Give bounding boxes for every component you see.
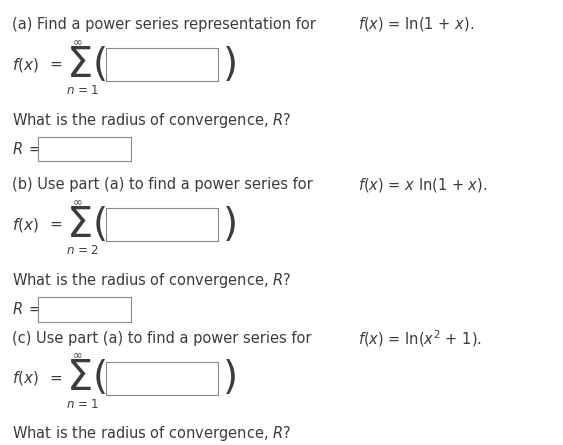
Text: $\mathit{f(x)}$ = $\mathit{x}$ ln(1 + $\mathit{x}$).: $\mathit{f(x)}$ = $\mathit{x}$ ln(1 + $\… (358, 176, 487, 194)
Text: $\mathit{n}$ = 1: $\mathit{n}$ = 1 (66, 397, 100, 411)
Text: $\mathit{f(x)}$: $\mathit{f(x)}$ (12, 369, 39, 387)
Text: $\mathit{n}$ = 2: $\mathit{n}$ = 2 (66, 244, 100, 257)
Text: (a) Find a power series representation for: (a) Find a power series representation f… (12, 17, 325, 32)
Text: $\infty$: $\infty$ (72, 348, 82, 362)
FancyBboxPatch shape (106, 361, 218, 395)
Text: $\mathit{R}$: $\mathit{R}$ (12, 301, 23, 317)
Text: $\mathit{f(x)}$ = ln(1 + $\mathit{x}$).: $\mathit{f(x)}$ = ln(1 + $\mathit{x}$). (358, 16, 473, 33)
Text: =: = (28, 302, 41, 317)
Text: =: = (49, 371, 62, 386)
Text: $\mathit{R}$: $\mathit{R}$ (12, 141, 23, 157)
Text: $\infty$: $\infty$ (72, 195, 82, 208)
Text: (: ( (93, 359, 108, 397)
Text: ): ) (223, 45, 238, 84)
FancyBboxPatch shape (38, 137, 131, 161)
Text: (c) Use part (a) to find a power series for: (c) Use part (a) to find a power series … (12, 331, 321, 346)
Text: $\infty$: $\infty$ (72, 35, 82, 48)
Text: $\mathit{f(x)}$: $\mathit{f(x)}$ (12, 216, 39, 234)
Text: What is the radius of convergence, $\mathit{R}$?: What is the radius of convergence, $\mat… (12, 425, 292, 443)
FancyBboxPatch shape (106, 48, 218, 81)
Text: What is the radius of convergence, $\mathit{R}$?: What is the radius of convergence, $\mat… (12, 111, 292, 129)
Text: $\mathit{f(x)}$: $\mathit{f(x)}$ (12, 56, 39, 73)
Text: =: = (28, 142, 41, 157)
Text: ): ) (223, 206, 238, 244)
Text: $\Sigma$: $\Sigma$ (66, 204, 92, 246)
Text: =: = (49, 217, 62, 232)
Text: (b) Use part (a) to find a power series for: (b) Use part (a) to find a power series … (12, 177, 323, 192)
FancyBboxPatch shape (106, 208, 218, 241)
Text: What is the radius of convergence, $\mathit{R}$?: What is the radius of convergence, $\mat… (12, 271, 292, 290)
Text: (: ( (93, 45, 108, 84)
Text: $\Sigma$: $\Sigma$ (66, 357, 92, 399)
Text: =: = (49, 57, 62, 72)
Text: $\mathit{n}$ = 1: $\mathit{n}$ = 1 (66, 84, 100, 97)
Text: $\Sigma$: $\Sigma$ (66, 44, 92, 85)
FancyBboxPatch shape (38, 297, 131, 321)
Text: ): ) (223, 359, 238, 397)
Text: (: ( (93, 206, 108, 244)
Text: $\mathit{f(x)}$ = ln($\mathit{x}^2$ + 1).: $\mathit{f(x)}$ = ln($\mathit{x}^2$ + 1)… (358, 328, 481, 348)
